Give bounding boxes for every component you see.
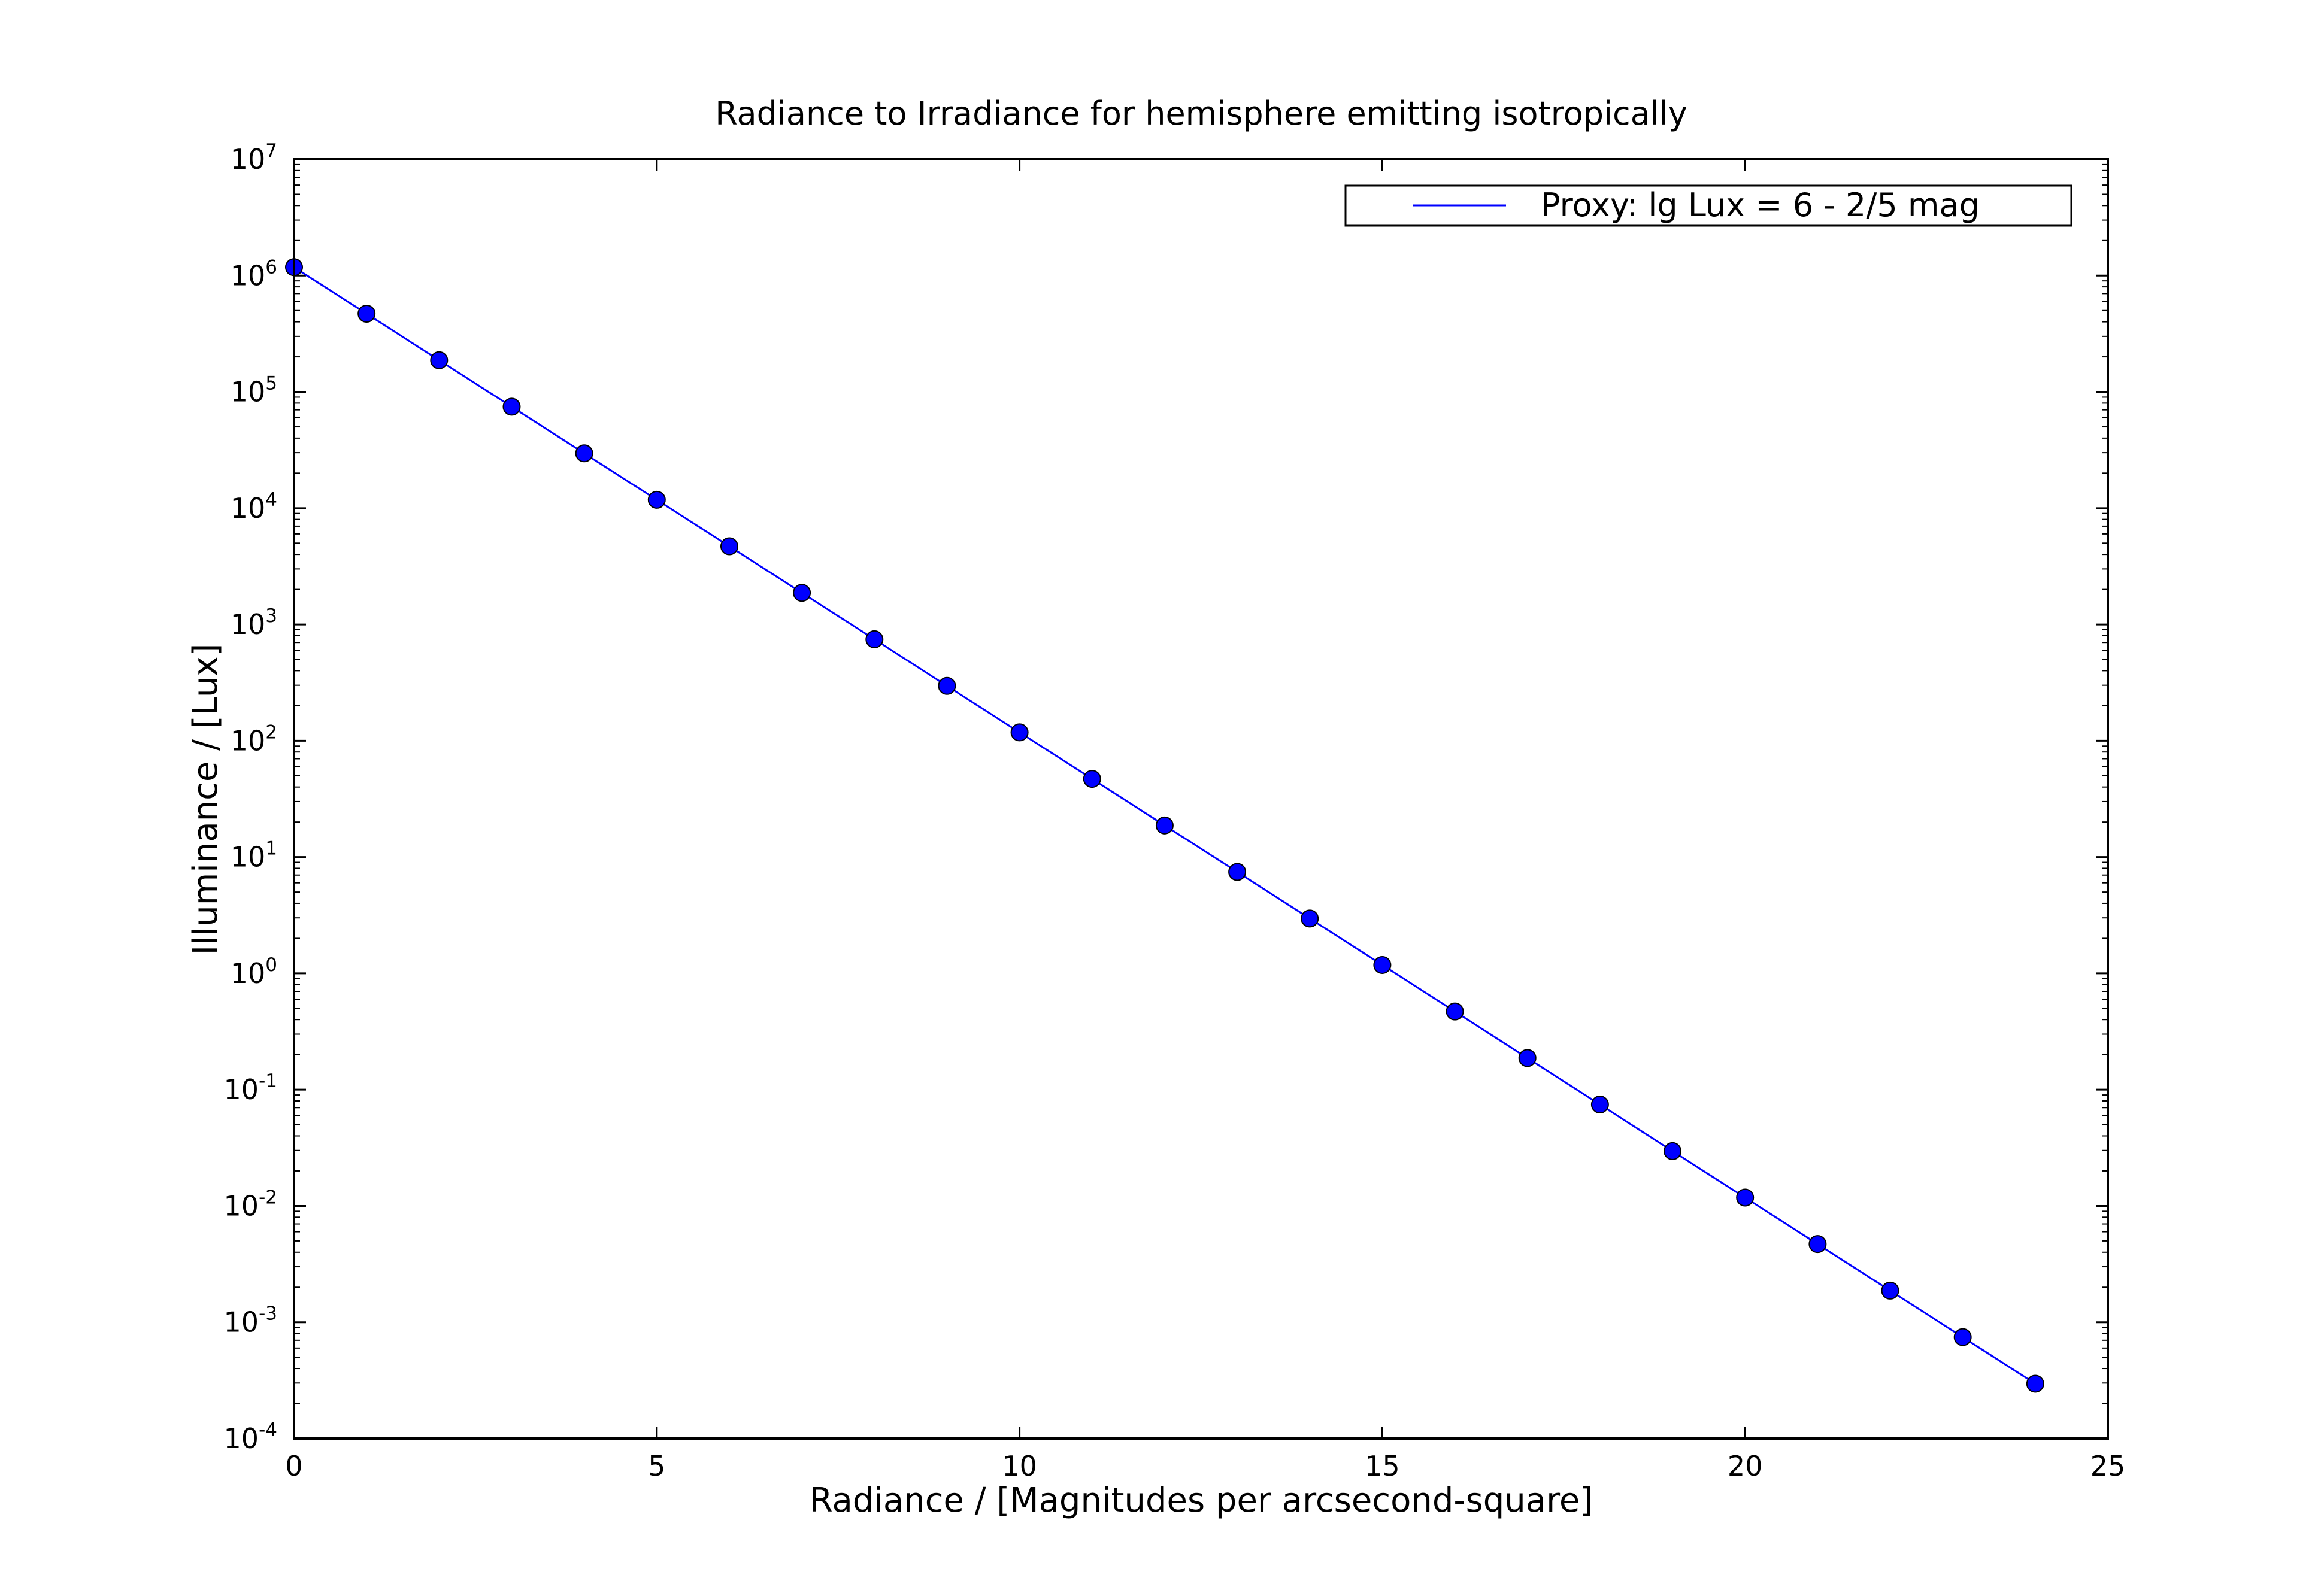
legend: Proxy: lg Lux = 6 - 2/5 mag bbox=[1344, 184, 2072, 227]
y-tick-label: 102 bbox=[231, 721, 277, 757]
y-tick-label-exponent: -4 bbox=[259, 1419, 277, 1441]
data-point bbox=[1155, 816, 1174, 835]
y-tick-label-exponent: 4 bbox=[265, 489, 277, 511]
y-tick-label-exponent: -3 bbox=[259, 1303, 277, 1325]
y-tick-label-base: 10 bbox=[231, 259, 266, 292]
data-point bbox=[1518, 1049, 1537, 1067]
x-tick-label: 25 bbox=[2090, 1450, 2126, 1482]
data-point bbox=[1590, 1096, 1609, 1114]
data-point bbox=[357, 304, 376, 323]
y-tick-label-exponent: 3 bbox=[265, 605, 277, 627]
data-point bbox=[1083, 770, 1101, 788]
y-tick-label-exponent: 7 bbox=[265, 140, 277, 162]
x-tick-label: 0 bbox=[285, 1450, 302, 1482]
series-layer bbox=[285, 258, 2044, 1393]
x-tick-label: 15 bbox=[1365, 1450, 1400, 1482]
data-point bbox=[1446, 1002, 1464, 1021]
y-tick-label: 10-4 bbox=[224, 1419, 277, 1455]
y-tick-label-exponent: -2 bbox=[259, 1187, 277, 1208]
y-tick-label-base: 10 bbox=[231, 841, 266, 873]
data-point bbox=[1228, 863, 1247, 881]
y-tick-label: 10-2 bbox=[224, 1187, 277, 1222]
y-tick-label: 101 bbox=[231, 838, 277, 873]
data-point bbox=[2026, 1374, 2044, 1393]
data-point bbox=[1808, 1235, 1827, 1254]
data-point bbox=[430, 351, 449, 369]
data-point bbox=[1301, 909, 1319, 928]
y-tick-label-base: 10 bbox=[231, 492, 266, 524]
data-point bbox=[938, 676, 956, 695]
y-tick-label-base: 10 bbox=[224, 1073, 259, 1106]
data-point bbox=[1953, 1328, 1972, 1346]
plot-area bbox=[294, 159, 2108, 1439]
y-tick-label-base: 10 bbox=[231, 608, 266, 641]
y-tick-label-exponent: -1 bbox=[259, 1070, 277, 1092]
y-tick-label: 100 bbox=[231, 954, 277, 990]
data-point bbox=[502, 397, 521, 416]
y-axis-label: Illuminance / [Lux] bbox=[186, 644, 225, 955]
data-point bbox=[575, 444, 593, 463]
y-tick-label: 106 bbox=[231, 256, 277, 292]
y-tick-label-base: 10 bbox=[231, 143, 266, 175]
y-tick-label: 10-3 bbox=[224, 1303, 277, 1339]
x-axis-ticks: 0 5 10 15 20 25 bbox=[285, 159, 2125, 1482]
data-point bbox=[1736, 1188, 1755, 1207]
y-tick-label: 105 bbox=[231, 373, 277, 408]
data-point bbox=[1881, 1281, 1899, 1300]
y-tick-label-base: 10 bbox=[224, 1306, 259, 1339]
y-tick-label-exponent: 1 bbox=[265, 838, 277, 860]
data-point bbox=[647, 490, 666, 509]
y-tick-label-base: 10 bbox=[224, 1190, 259, 1222]
data-point bbox=[793, 584, 811, 602]
x-tick-label: 10 bbox=[1002, 1450, 1037, 1482]
y-tick-label-base: 10 bbox=[231, 724, 266, 757]
data-point bbox=[1373, 955, 1392, 974]
y-tick-label-exponent: 2 bbox=[265, 721, 277, 743]
y-tick-label-exponent: 6 bbox=[265, 256, 277, 278]
data-point bbox=[865, 630, 884, 648]
y-tick-label-base: 10 bbox=[231, 957, 266, 990]
y-tick-label: 107 bbox=[231, 140, 277, 175]
y-tick-label-base: 10 bbox=[231, 376, 266, 408]
data-point bbox=[720, 537, 738, 556]
data-point bbox=[1010, 723, 1029, 742]
chart-title: Radiance to Irradiance for hemisphere em… bbox=[715, 95, 1687, 132]
y-tick-label: 10-1 bbox=[224, 1070, 277, 1106]
x-axis-label: Radiance / [Magnitudes per arcsecond-squ… bbox=[810, 1481, 1593, 1520]
legend-label: Proxy: lg Lux = 6 - 2/5 mag bbox=[1541, 186, 1980, 224]
y-tick-label: 103 bbox=[231, 605, 277, 641]
y-tick-label-base: 10 bbox=[224, 1422, 259, 1455]
y-tick-label-exponent: 0 bbox=[265, 954, 277, 976]
y-tick-label-exponent: 5 bbox=[265, 373, 277, 395]
plot-frame bbox=[293, 158, 2109, 1440]
x-tick-label: 5 bbox=[648, 1450, 665, 1482]
x-tick-label: 20 bbox=[1728, 1450, 1763, 1482]
data-point bbox=[1664, 1142, 1682, 1160]
y-tick-label: 104 bbox=[231, 489, 277, 524]
